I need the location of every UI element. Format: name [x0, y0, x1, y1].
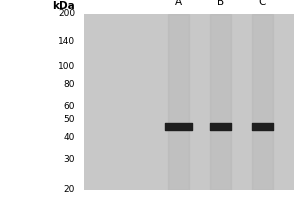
Text: kDa: kDa: [52, 1, 75, 11]
Text: 100: 100: [58, 62, 75, 71]
Text: 20: 20: [64, 186, 75, 194]
Text: 140: 140: [58, 37, 75, 46]
Bar: [252, 14, 273, 190]
Text: 80: 80: [64, 80, 75, 89]
Text: B: B: [217, 0, 224, 7]
Bar: [210, 14, 231, 190]
Text: 40: 40: [64, 133, 75, 142]
Text: A: A: [175, 0, 182, 7]
Text: 50: 50: [64, 115, 75, 124]
Text: C: C: [259, 0, 266, 7]
Text: 60: 60: [64, 102, 75, 111]
Bar: [168, 14, 189, 190]
Text: 200: 200: [58, 9, 75, 19]
Text: 30: 30: [64, 155, 75, 164]
